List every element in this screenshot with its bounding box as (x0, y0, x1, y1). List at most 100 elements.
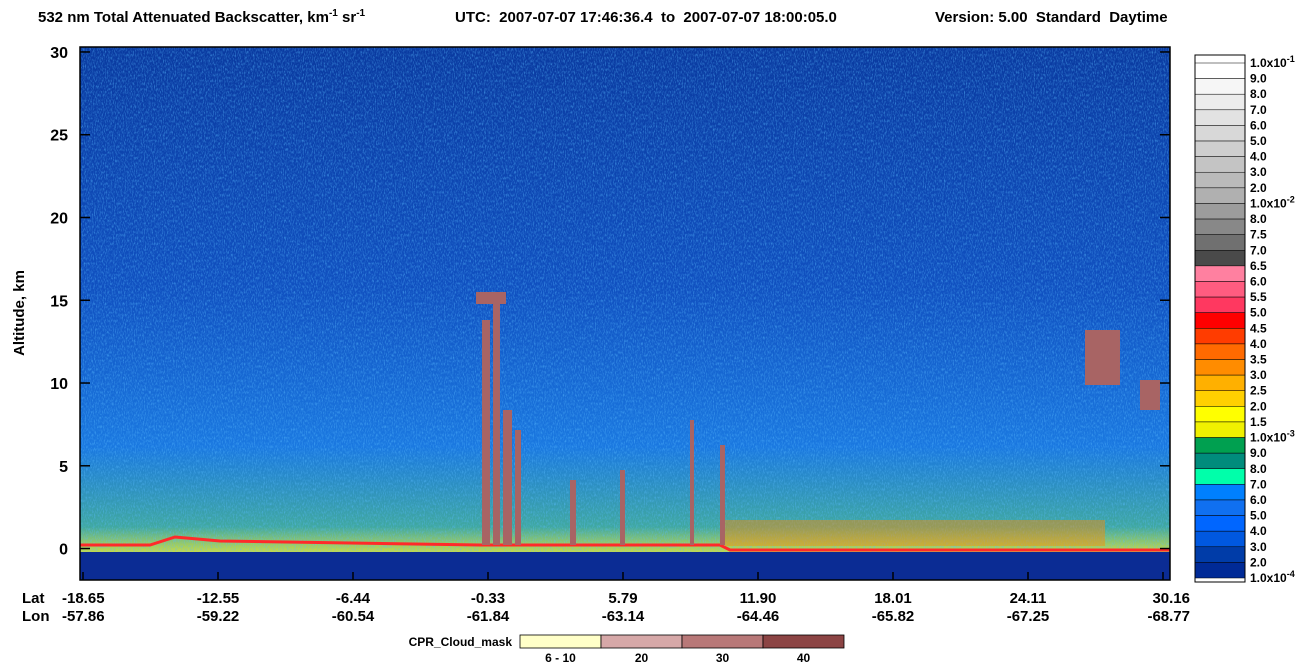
colorbar-swatch (1194, 125, 1246, 142)
colorbar-label: 8.0 (1250, 462, 1267, 476)
colorbar-label: 8.0 (1250, 87, 1267, 101)
colorbar-label-exp: -2 (1287, 194, 1295, 204)
lon-row-label: Lon (22, 608, 50, 625)
colorbar-label: 5.0 (1250, 509, 1267, 523)
colorbar-label: 6.5 (1250, 259, 1267, 273)
colorbar-label: 4.0 (1250, 524, 1267, 538)
lat-tick-label: -6.44 (336, 590, 371, 607)
lat-tick-label: 5.79 (608, 590, 637, 607)
colorbar-swatch (1194, 390, 1246, 407)
colorbar-label: 1.0x10-3 (1250, 429, 1295, 445)
colorbar-swatch (1194, 78, 1246, 95)
lon-tick-label: -61.84 (467, 608, 510, 625)
y-axis-label: Altitude, km (11, 270, 28, 356)
colorbar-label: 3.5 (1250, 353, 1267, 367)
colorbar-swatch (1194, 265, 1246, 282)
colorbar-swatch (1194, 452, 1246, 470)
colorbar-swatch (1194, 93, 1246, 111)
colorbar-label: 1.0x10-4 (1250, 569, 1295, 585)
lat-tick-label: -18.65 (62, 590, 105, 607)
colorbar-swatch (1194, 296, 1246, 313)
colorbar-label: 1.0x10-2 (1250, 194, 1295, 210)
lon-tick-label: -64.46 (737, 608, 780, 625)
lat-tick-label: 18.01 (874, 590, 912, 607)
colorbar-label-base: 1.0x10 (1250, 431, 1287, 445)
y-tick-label: 5 (59, 459, 68, 476)
colorbar-label: 3.0 (1250, 368, 1267, 382)
colorbar-label: 6.0 (1250, 493, 1267, 507)
colorbar-frame (1194, 54, 1246, 583)
colorbar-label: 5.0 (1250, 134, 1267, 148)
colorbar-swatch (1194, 374, 1246, 391)
colorbar-label: 1.0x10-1 (1250, 54, 1295, 70)
colorbar-label: 4.0 (1250, 150, 1267, 164)
lon-tick-label: -65.82 (872, 608, 915, 625)
time-range: UTC: 2007-07-07 17:46:36.4 to 2007-07-07… (455, 9, 837, 26)
y-tick-label: 10 (50, 376, 68, 393)
colorbar-label: 5.5 (1250, 290, 1267, 304)
colorbar-swatch (1194, 515, 1246, 532)
colorbar-swatch (1194, 234, 1246, 251)
colorbar-label: 4.5 (1250, 321, 1267, 335)
colorbar-swatch (1194, 343, 1246, 360)
mask-swatch (681, 634, 764, 649)
colorbar-swatch (1194, 406, 1246, 423)
colorbar-label: 2.5 (1250, 384, 1267, 398)
lon-tick-label: -63.14 (602, 608, 645, 625)
colorbar-label-base: 1.0x10 (1250, 56, 1287, 70)
version: Version: 5.00 Standard Daytime (935, 9, 1168, 26)
colorbar-swatch (1194, 530, 1246, 548)
colorbar-label-exp: -4 (1287, 569, 1295, 579)
mask-swatch (600, 634, 683, 649)
colorbar-swatch (1194, 328, 1246, 345)
y-tick-label: 15 (50, 293, 68, 310)
colorbar-label: 7.0 (1250, 477, 1267, 491)
colorbar-swatch (1194, 499, 1246, 516)
colorbar-label: 7.5 (1250, 228, 1267, 242)
colorbar-swatch (1194, 312, 1246, 329)
lat-tick-label: 24.11 (1010, 590, 1047, 607)
colorbar-swatch (1194, 203, 1246, 220)
y-tick-label: 30 (50, 45, 68, 62)
colorbar-label: 1.5 (1250, 415, 1267, 429)
colorbar-swatch (1194, 109, 1246, 126)
lon-tick-label: -59.22 (197, 608, 240, 625)
colorbar-swatch (1194, 437, 1246, 454)
colorbar-label: 2.0 (1250, 399, 1267, 413)
colorbar-label: 7.0 (1250, 243, 1267, 257)
colorbar-label: 6.0 (1250, 274, 1267, 288)
lat-tick-label: 11.90 (740, 590, 777, 607)
colorbar-swatch (1194, 140, 1246, 157)
colorbar-label: 5.0 (1250, 306, 1267, 320)
y-tick-label: 0 (59, 542, 68, 559)
colorbar-swatch (1194, 156, 1246, 173)
colorbar-label: 8.0 (1250, 212, 1267, 226)
lat-row-label: Lat (22, 590, 45, 607)
colorbar-label: 9.0 (1250, 72, 1267, 86)
colorbar-label: 9.0 (1250, 446, 1267, 460)
lat-tick-label: 30.16 (1152, 590, 1190, 607)
colorbar-swatch (1194, 562, 1246, 579)
mask-label: 40 (797, 651, 811, 665)
colorbar-swatch (1194, 171, 1246, 189)
colorbar-swatch (1194, 421, 1246, 438)
colorbar-swatch (1194, 468, 1246, 485)
mask-label: 30 (716, 651, 730, 665)
lon-tick-label: -57.86 (62, 608, 105, 625)
mask-legend-title: CPR_Cloud_mask (409, 635, 513, 649)
colorbar-label-exp: -3 (1287, 429, 1295, 439)
lat-tick-label: -0.33 (471, 590, 505, 607)
mask-label: 20 (635, 651, 649, 665)
colorbar-label: 2.0 (1250, 555, 1267, 569)
colorbar-label-base: 1.0x10 (1250, 196, 1287, 210)
lon-tick-label: -67.25 (1007, 608, 1050, 625)
colorbar-swatch (1194, 546, 1246, 563)
y-tick-label: 25 (50, 128, 68, 145)
mask-swatch (762, 634, 845, 649)
y-tick-label: 20 (50, 210, 68, 227)
colorbar-swatch (1194, 484, 1246, 501)
mask-swatch (519, 634, 602, 649)
chart-title: 532 nm Total Attenuated Backscatter, km-… (38, 8, 366, 26)
